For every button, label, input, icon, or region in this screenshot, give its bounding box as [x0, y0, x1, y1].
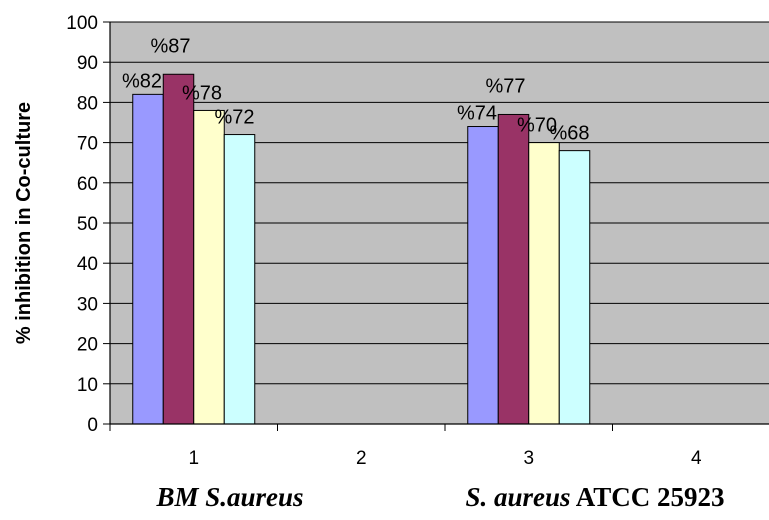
y-tick-label: 10 — [77, 375, 98, 396]
group-label-1: BM S.aureus — [155, 482, 303, 512]
x-tick-label: 3 — [523, 448, 534, 469]
y-tick-label: 70 — [77, 134, 98, 155]
y-tick-label: 20 — [77, 335, 98, 356]
bar — [558, 150, 591, 425]
group-label-2: S. aureus ATCC 25923 — [465, 482, 724, 512]
x-tick-label: 4 — [691, 448, 702, 469]
bar — [193, 109, 225, 425]
bar — [467, 126, 499, 425]
y-tick-label: 60 — [77, 174, 98, 195]
y-tick-label: 90 — [77, 53, 98, 74]
x-tick-labels: 1 2 3 4 — [188, 448, 702, 469]
data-label: %87 — [150, 35, 190, 57]
y-tick-label: 0 — [87, 415, 98, 436]
y-axis-title: % inhibition in Co-culture — [13, 102, 35, 344]
data-label: %77 — [485, 75, 525, 97]
y-tick-label: 50 — [77, 214, 98, 235]
bar — [528, 142, 560, 425]
x-tick-label: 1 — [188, 448, 199, 469]
y-tick-label: 100 — [66, 13, 98, 34]
data-labels: %82 %87 %78 %72 %74 %77 %70%68 — [122, 35, 590, 144]
data-label: %74 — [457, 103, 497, 125]
bar — [497, 113, 530, 425]
bar — [223, 134, 256, 425]
y-tick-labels: 0 10 20 30 40 50 60 70 80 90 100 — [66, 13, 98, 436]
y-tick-label: 40 — [77, 254, 98, 275]
data-label: %70 — [517, 115, 557, 137]
axes — [103, 21, 769, 431]
bars — [132, 73, 591, 425]
data-label: %68 — [549, 123, 589, 145]
data-label: %78 — [182, 82, 222, 104]
y-tick-label: 80 — [77, 93, 98, 114]
data-label: %72 — [214, 107, 254, 129]
y-tick-label: 30 — [77, 294, 98, 315]
x-tick-label: 2 — [356, 448, 367, 469]
data-label: %82 — [122, 70, 162, 92]
bar — [162, 73, 195, 425]
bar — [132, 93, 164, 425]
